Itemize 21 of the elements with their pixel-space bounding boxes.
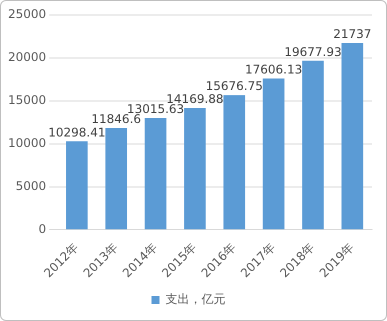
- bar: [223, 95, 246, 230]
- y-tick-label: 5000: [16, 178, 46, 193]
- bar: [105, 128, 128, 230]
- bar: [342, 43, 364, 230]
- y-tick-label: 10000: [8, 136, 46, 150]
- bar: [262, 78, 284, 230]
- y-tick-label: 20000: [8, 50, 46, 64]
- data-label: 17606.13: [244, 62, 302, 77]
- bar: [66, 141, 88, 230]
- data-label: 10298.41: [48, 125, 106, 140]
- bar: [184, 108, 206, 230]
- legend-label: 支出，亿元: [166, 292, 226, 306]
- y-tick-label: 0: [38, 222, 46, 236]
- data-label: 21737: [333, 27, 372, 42]
- data-label: 15676.75: [206, 79, 263, 94]
- y-tick-label: 15000: [8, 93, 46, 108]
- bar: [144, 118, 166, 230]
- bar: [302, 60, 324, 230]
- data-label: 19677.93: [284, 44, 342, 59]
- data-label: 11846.6: [91, 112, 142, 126]
- y-tick-label: 25000: [8, 7, 46, 22]
